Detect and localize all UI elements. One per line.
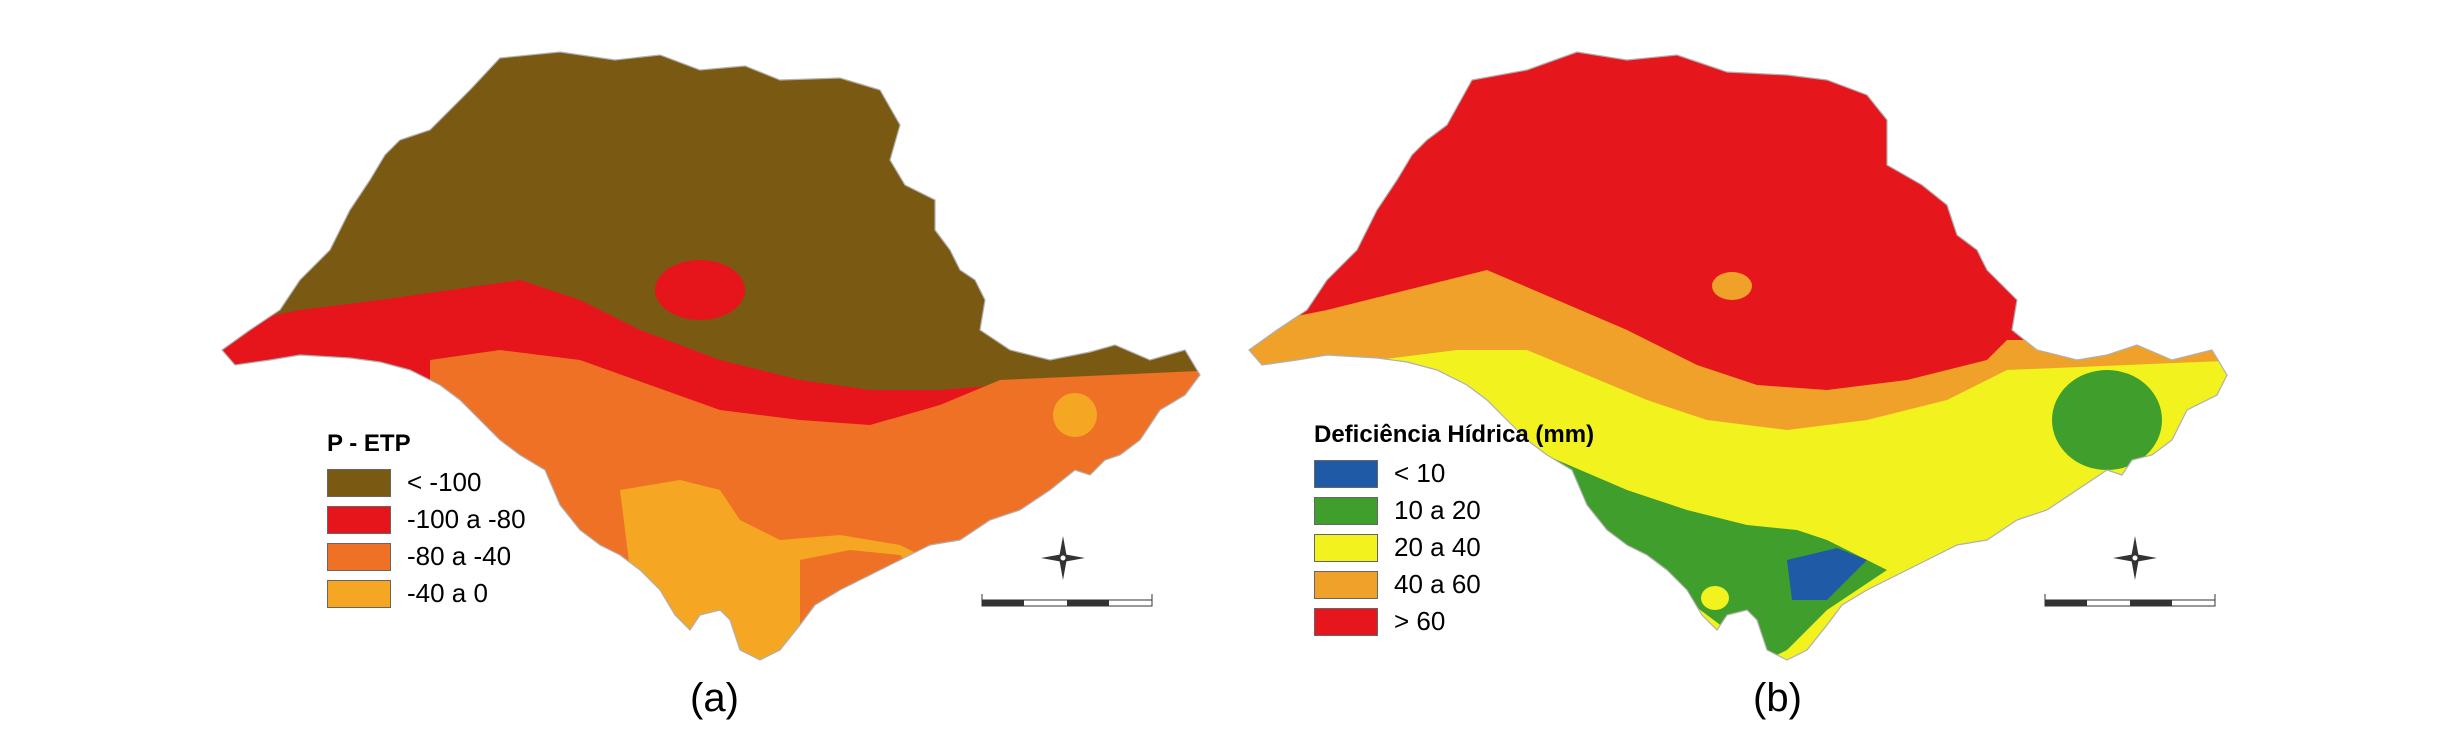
legend-swatch (1314, 459, 1378, 488)
panel-caption: (a) (690, 676, 739, 720)
legend-item: < 10 (1314, 455, 1594, 492)
legend-a: P - ETP < -100 -100 a -80 -80 a -40 -40 … (327, 430, 526, 612)
legend-label: 20 a 40 (1394, 532, 1481, 562)
legend-item: -40 a 0 (327, 575, 526, 612)
zone-coastal-green (2052, 370, 2162, 470)
legend-label: -80 a -40 (407, 541, 512, 571)
legend-item: 20 a 40 (1314, 529, 1594, 566)
legend-label: > 60 (1394, 606, 1446, 636)
legend-item: 10 a 20 (1314, 492, 1594, 529)
legend-label: 10 a 20 (1394, 495, 1481, 525)
state-outline (1248, 51, 2228, 661)
map-panel-a: P - ETP < -100 -100 a -80 -80 a -40 -40 … (221, 51, 1201, 720)
legend-swatch (1314, 496, 1378, 525)
north-arrow-icon (2113, 536, 2157, 580)
legend-b: Deficiência Hídrica (mm) < 10 10 a 20 20… (1314, 421, 1594, 640)
legend-item: 40 a 60 (1314, 566, 1594, 603)
legend-item: > 60 (1314, 603, 1594, 640)
scale-bar (981, 594, 1153, 607)
legend-label: 40 a 60 (1394, 569, 1481, 599)
legend-item: -80 a -40 (327, 538, 526, 575)
legend-swatch (327, 542, 391, 571)
panel-caption: (b) (1753, 676, 1802, 720)
sao-paulo-map-water-deficiency (1248, 51, 2228, 661)
zone-yellow-spot (1701, 586, 1729, 610)
legend-swatch (327, 505, 391, 534)
legend-title: P - ETP (327, 430, 411, 457)
legend-label: < -100 (407, 467, 482, 497)
state-outline (221, 51, 1201, 661)
legend-label: -40 a 0 (407, 578, 488, 608)
legend-swatch (1314, 533, 1378, 562)
zone-orange-tongue (800, 550, 920, 630)
zone-coastal-yellow-spot (1053, 393, 1097, 437)
north-arrow-icon (1041, 536, 1085, 580)
legend-label: < 10 (1394, 458, 1446, 488)
scale-bar (2044, 594, 2216, 607)
legend-swatch (1314, 570, 1378, 599)
zone-lt-10-east (1787, 548, 1867, 600)
map-panel-b: Deficiência Hídrica (mm) < 10 10 a 20 20… (1227, 0, 2454, 738)
sao-paulo-map-p-etp (221, 51, 1201, 661)
legend-label: -100 a -80 (407, 504, 526, 534)
legend-swatch (327, 579, 391, 608)
legend-item: < -100 (327, 464, 526, 501)
legend-item: -100 a -80 (327, 501, 526, 538)
legend-swatch (327, 468, 391, 497)
zone-red-island (655, 260, 745, 320)
legend-title: Deficiência Hídrica (mm) (1314, 421, 1595, 448)
zone-orange-spot (1712, 272, 1752, 300)
legend-swatch (1314, 607, 1378, 636)
